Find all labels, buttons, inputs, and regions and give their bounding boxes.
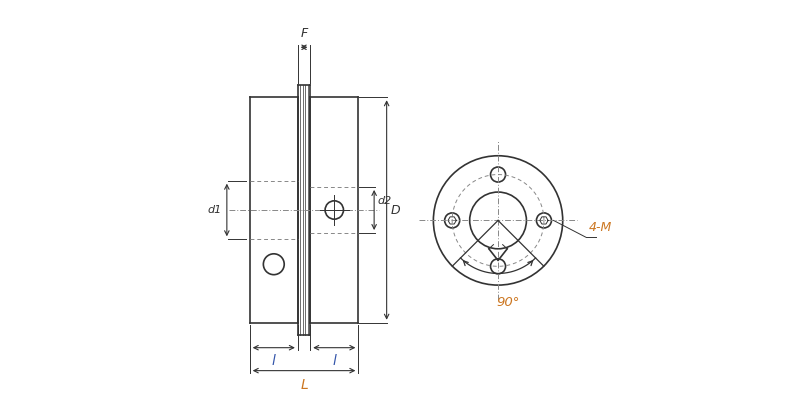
Text: d2: d2 (378, 196, 392, 206)
Text: D: D (391, 204, 401, 216)
Text: F: F (301, 27, 308, 40)
Text: 90°: 90° (497, 297, 520, 310)
Text: d1: d1 (207, 205, 222, 215)
Text: 4-M: 4-M (589, 221, 612, 234)
Text: l: l (332, 354, 336, 368)
Text: l: l (272, 354, 276, 368)
Text: L: L (300, 378, 308, 392)
